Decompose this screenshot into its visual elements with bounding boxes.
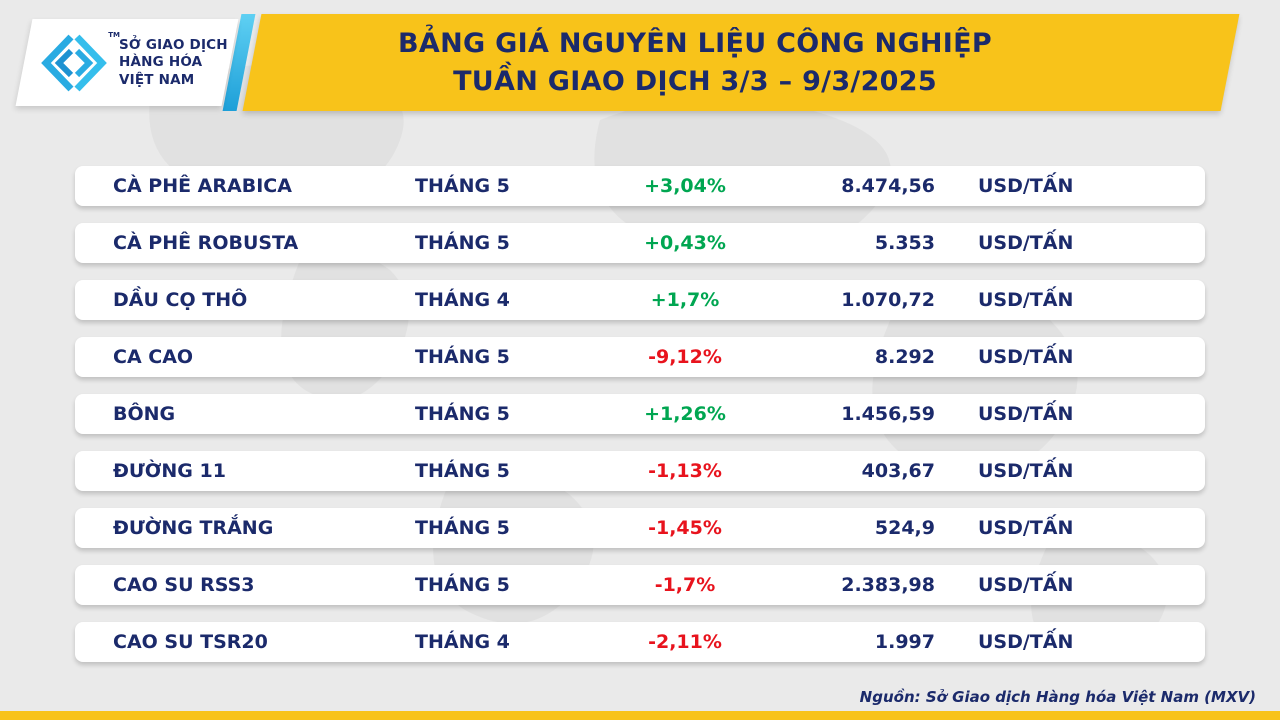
price-unit: USD/TẤN — [978, 460, 1074, 482]
percent-change: -9,12% — [648, 346, 722, 368]
page-title-line1: BẢNG GIÁ NGUYÊN LIỆU CÔNG NGHIỆP — [398, 28, 992, 59]
contract-month: THÁNG 4 — [415, 631, 510, 653]
page-title-line2: TUẦN GIAO DỊCH 3/3 – 9/3/2025 — [453, 66, 937, 97]
price-unit: USD/TẤN — [978, 346, 1074, 368]
percent-change: -1,13% — [648, 460, 722, 482]
price-value: 403,67 — [861, 460, 935, 482]
commodity-name: CAO SU TSR20 — [113, 631, 268, 653]
commodity-name: ĐƯỜNG 11 — [113, 460, 226, 482]
price-unit: USD/TẤN — [978, 403, 1074, 425]
mxv-diamond-icon: TM — [38, 31, 120, 93]
table-row: ĐƯỜNG 11 THÁNG 5 -1,13% 403,67 USD/TẤN — [75, 451, 1205, 491]
source-note: Nguồn: Sở Giao dịch Hàng hóa Việt Nam (M… — [859, 688, 1256, 706]
percent-change: +1,7% — [650, 289, 720, 311]
price-unit: USD/TẤN — [978, 289, 1074, 311]
table-row: BÔNG THÁNG 5 +1,26% 1.456,59 USD/TẤN — [75, 394, 1205, 434]
percent-change: +1,26% — [644, 403, 726, 425]
commodity-name: BÔNG — [113, 403, 176, 425]
table-row: DẦU CỌ THÔ THÁNG 4 +1,7% 1.070,72 USD/TẤ… — [75, 280, 1205, 320]
contract-month: THÁNG 5 — [415, 346, 510, 368]
org-name-line2: HÀNG HÓA — [119, 54, 203, 71]
commodity-name: CÀ PHÊ ROBUSTA — [113, 232, 299, 254]
contract-month: THÁNG 5 — [415, 175, 510, 197]
table-row: CÀ PHÊ ROBUSTA THÁNG 5 +0,43% 5.353 USD/… — [75, 223, 1205, 263]
price-value: 1.456,59 — [841, 403, 935, 425]
percent-change: +0,43% — [644, 232, 726, 254]
table-row: CÀ PHÊ ARABICA THÁNG 5 +3,04% 8.474,56 U… — [75, 166, 1205, 206]
price-value: 2.383,98 — [841, 574, 935, 596]
org-name: SỞ GIAO DỊCH HÀNG HÓA VIỆT NAM — [119, 37, 228, 90]
price-value: 1.997 — [874, 631, 935, 653]
contract-month: THÁNG 4 — [415, 289, 510, 311]
price-unit: USD/TẤN — [978, 517, 1074, 539]
contract-month: THÁNG 5 — [415, 574, 510, 596]
price-value: 5.353 — [874, 232, 935, 254]
contract-month: THÁNG 5 — [415, 403, 510, 425]
mxv-logo: TM SỞ GIAO DỊCH HÀNG HÓA VIỆT NAM — [38, 28, 238, 98]
trademark-symbol: TM — [108, 31, 120, 39]
header: TM SỞ GIAO DỊCH HÀNG HÓA VIỆT NAM BẢNG G… — [0, 14, 1280, 111]
bottom-accent-bar — [0, 711, 1280, 720]
table-row: CAO SU TSR20 THÁNG 4 -2,11% 1.997 USD/TẤ… — [75, 622, 1205, 662]
table-row: CA CAO THÁNG 5 -9,12% 8.292 USD/TẤN — [75, 337, 1205, 377]
price-table: CÀ PHÊ ARABICA THÁNG 5 +3,04% 8.474,56 U… — [75, 166, 1205, 679]
price-value: 524,9 — [874, 517, 935, 539]
org-name-line1: SỞ GIAO DỊCH — [119, 36, 228, 53]
price-unit: USD/TẤN — [978, 232, 1074, 254]
commodity-name: CA CAO — [113, 346, 194, 368]
page-title: BẢNG GIÁ NGUYÊN LIỆU CÔNG NGHIỆP TUẦN GI… — [300, 23, 1090, 103]
commodity-name: CAO SU RSS3 — [113, 574, 255, 596]
percent-change: -1,45% — [648, 517, 722, 539]
percent-change: +3,04% — [644, 175, 726, 197]
price-value: 1.070,72 — [841, 289, 935, 311]
price-unit: USD/TẤN — [978, 175, 1074, 197]
contract-month: THÁNG 5 — [415, 232, 510, 254]
contract-month: THÁNG 5 — [415, 460, 510, 482]
table-row: ĐƯỜNG TRẮNG THÁNG 5 -1,45% 524,9 USD/TẤN — [75, 508, 1205, 548]
org-name-line3: VIỆT NAM — [119, 71, 195, 88]
price-unit: USD/TẤN — [978, 574, 1074, 596]
price-value: 8.292 — [874, 346, 935, 368]
price-value: 8.474,56 — [841, 175, 935, 197]
commodity-name: DẦU CỌ THÔ — [113, 289, 248, 311]
table-row: CAO SU RSS3 THÁNG 5 -1,7% 2.383,98 USD/T… — [75, 565, 1205, 605]
contract-month: THÁNG 5 — [415, 517, 510, 539]
price-unit: USD/TẤN — [978, 631, 1074, 653]
commodity-name: ĐƯỜNG TRẮNG — [113, 517, 274, 539]
percent-change: -1,7% — [654, 574, 716, 596]
percent-change: -2,11% — [648, 631, 722, 653]
commodity-name: CÀ PHÊ ARABICA — [113, 175, 292, 197]
